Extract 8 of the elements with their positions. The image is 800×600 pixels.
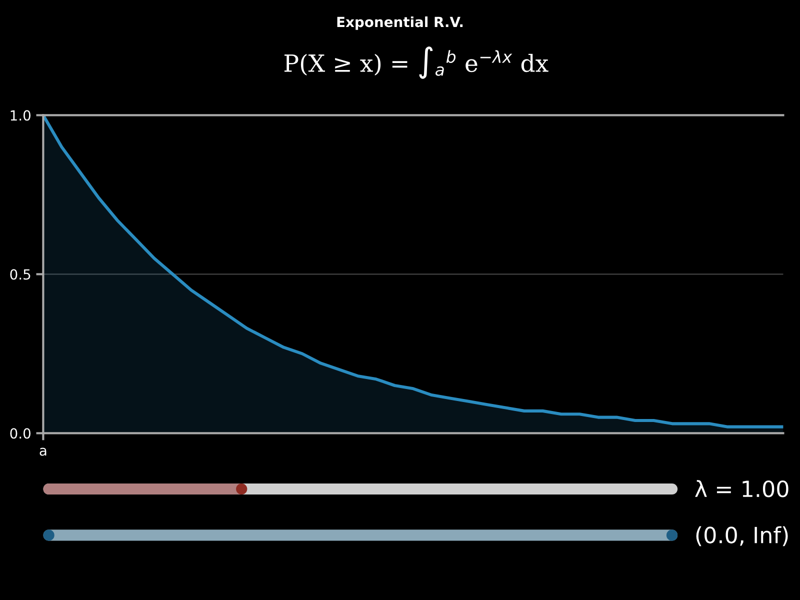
text: λ = 1.00 <box>695 480 788 498</box>
chart-title: Exponential R.V. <box>337 16 463 30</box>
x-tick-label: a <box>40 448 46 456</box>
y-tick-label: 1.0 <box>10 110 30 121</box>
y-tick-label: 0.0 <box>10 428 30 439</box>
y-tick-label: 0.5 <box>10 269 30 280</box>
text: (0.0, Inf) <box>696 526 788 546</box>
chart-subtitle: P(X ≥ x) = ∫$_{a}$$^{b}$ e$^{−λx}$ dx <box>284 46 548 79</box>
